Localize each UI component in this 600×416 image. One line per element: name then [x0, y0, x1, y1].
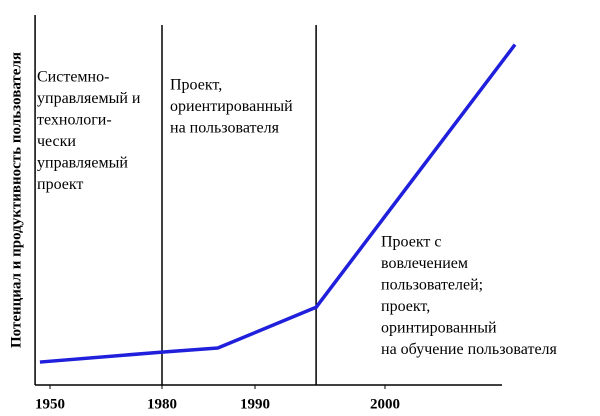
annotation: чески	[37, 133, 76, 150]
annotation: Системно-	[37, 69, 109, 86]
x-tick-label: 1950	[35, 396, 65, 412]
annotation: ориентированный	[170, 98, 293, 115]
x-tick-label: 1990	[240, 396, 270, 412]
annotation: управляемый и	[37, 90, 141, 107]
annotation: управляемый	[37, 155, 128, 172]
annotation: на обучение пользователя	[381, 341, 558, 358]
annotation: Проект с	[381, 234, 442, 251]
annotation: технологи-	[37, 112, 112, 129]
annotation: проект	[37, 176, 83, 193]
annotation: оринтированный	[381, 320, 497, 337]
y-axis-label: Потенциал и продуктивность пользователя	[8, 52, 24, 348]
annotation: проект,	[381, 298, 430, 315]
annotation: на пользователя	[170, 120, 280, 137]
x-tick-label: 1980	[147, 396, 177, 412]
annotation: пользователей;	[381, 277, 483, 294]
data-line	[39, 43, 517, 364]
x-tick-label: 2000	[370, 396, 400, 412]
annotation: вовлечением	[381, 255, 468, 272]
annotation: Проект,	[170, 77, 222, 94]
